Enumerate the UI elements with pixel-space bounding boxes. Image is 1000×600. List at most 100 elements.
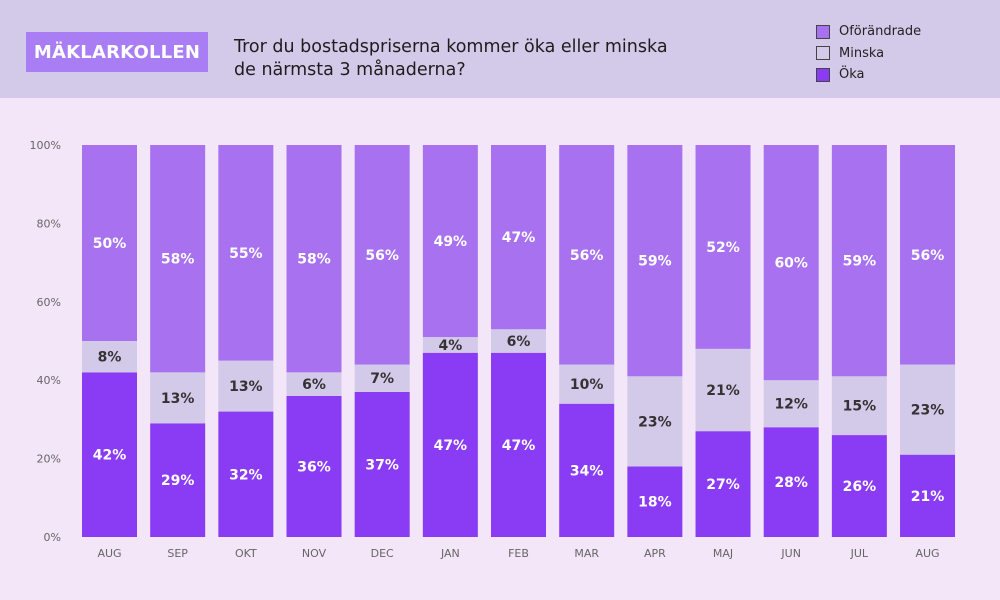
x-tick-label: FEB — [508, 547, 529, 560]
brand-logo: MÄKLARKOLLEN — [26, 32, 208, 72]
data-label-oka: 36% — [297, 459, 331, 475]
bar-segment-oka — [491, 352, 547, 537]
bar-segment-minska — [286, 372, 342, 396]
data-label-minska: 13% — [229, 379, 263, 395]
x-tick-label: MAR — [574, 547, 599, 560]
legend-label-oforandrade: Oförändrade — [839, 24, 922, 40]
data-label-oka: 34% — [570, 463, 604, 479]
bar-segment-oforandrade — [627, 145, 683, 377]
data-label-oforandrade: 60% — [774, 256, 808, 272]
x-tick-label: AUG — [915, 547, 939, 560]
data-label-oka: 47% — [502, 438, 536, 454]
data-label-oforandrade: 56% — [570, 248, 604, 264]
x-tick-label: JUN — [780, 547, 801, 560]
bar-segment-oforandrade — [150, 145, 206, 373]
legend-swatch-minska — [816, 46, 830, 61]
bar-segment-oforandrade — [354, 145, 410, 365]
chart-title-line-1: Tror du bostadspriserna kommer öka eller… — [234, 37, 668, 57]
bar-segment-oka — [354, 391, 410, 537]
bar-segment-oka — [286, 395, 342, 537]
bar-segment-minska — [559, 364, 615, 404]
bar-segment-oka — [627, 466, 683, 537]
data-label-minska: 6% — [507, 334, 531, 350]
bar-segment-oka — [900, 454, 956, 537]
chart-title-line-2: de närmsta 3 månaderna? — [234, 60, 466, 80]
bar-segment-oforandrade — [422, 145, 478, 338]
bar-segment-minska — [422, 337, 478, 353]
chart-title: Tror du bostadspriserna kommer öka eller… — [234, 36, 704, 82]
y-tick-label: 60% — [37, 296, 61, 309]
data-label-oforandrade: 55% — [229, 246, 263, 262]
data-label-oka: 18% — [638, 495, 672, 511]
data-label-oka: 21% — [911, 489, 945, 505]
data-label-oka: 28% — [774, 475, 808, 491]
bar-segment-oforandrade — [695, 145, 751, 349]
bar-segment-minska — [82, 341, 137, 373]
legend-label-oka: Öka — [839, 67, 865, 83]
x-tick-label: OKT — [235, 547, 257, 560]
bar-segment-oka — [422, 352, 478, 537]
data-label-oforandrade: 52% — [706, 240, 740, 256]
data-label-minska: 15% — [843, 399, 877, 415]
data-label-oforandrade: 50% — [93, 236, 127, 252]
bar-segment-minska — [695, 348, 751, 432]
x-tick-label: SEP — [167, 547, 188, 560]
bar-segment-oforandrade — [831, 145, 887, 377]
legend-item-oforandrade: Oförändrade — [816, 21, 921, 43]
data-label-oka: 27% — [706, 477, 740, 493]
y-tick-label: 80% — [37, 217, 61, 230]
data-label-oforandrade: 58% — [161, 252, 195, 268]
bar-segment-minska — [627, 376, 683, 467]
legend-item-oka: Öka — [816, 64, 921, 86]
bar-segment-oforandrade — [559, 145, 615, 365]
y-tick-label: 40% — [37, 374, 61, 387]
stacked-bar-chart: 0% 20% 40% 60% 80% 100% 42% 8% 50% AUG 29% 13% 58% SE… — [30, 139, 956, 560]
data-label-minska: 21% — [706, 383, 740, 399]
data-label-minska: 12% — [774, 397, 808, 413]
bar-segment-oka — [695, 431, 751, 537]
data-label-oka: 32% — [229, 467, 263, 483]
data-label-oforandrade: 47% — [502, 230, 536, 246]
bar-segment-minska — [150, 372, 206, 424]
data-label-oka: 37% — [365, 457, 399, 473]
x-tick-label: NOV — [302, 547, 327, 560]
data-label-oforandrade: 59% — [843, 254, 877, 270]
bar-segment-oka — [218, 411, 274, 537]
x-tick-label: JUL — [850, 547, 869, 560]
data-label-oka: 42% — [93, 448, 127, 464]
legend: Oförändrade Minska Öka — [816, 21, 921, 86]
legend-swatch-oka — [816, 67, 830, 82]
bar-segment-oforandrade — [763, 145, 819, 381]
x-tick-label: APR — [644, 547, 666, 560]
bar-segment-oka — [763, 427, 819, 537]
bar-segment-oka — [559, 403, 615, 537]
y-tick-label: 0% — [44, 531, 61, 544]
header: MÄKLARKOLLEN Tror du bostadspriserna kom… — [0, 0, 1000, 98]
bar-segment-oforandrade — [900, 145, 956, 365]
x-tick-label: AUG — [97, 547, 121, 560]
legend-label-minska: Minska — [839, 45, 885, 61]
bar-segment-oka — [82, 372, 137, 537]
data-label-oka: 29% — [161, 473, 195, 489]
bar-segment-oka — [150, 423, 206, 537]
bar-segment-minska — [218, 360, 274, 412]
data-label-minska: 23% — [638, 414, 672, 430]
bar-segment-minska — [763, 380, 819, 428]
data-label-minska: 6% — [302, 377, 326, 393]
bar-segment-oforandrade — [218, 145, 274, 361]
bar-segment-minska — [354, 364, 410, 392]
legend-item-minska: Minska — [816, 43, 921, 65]
x-tick-label: MAJ — [713, 547, 733, 560]
x-tick-label: DEC — [371, 547, 394, 560]
data-label-oforandrade: 49% — [434, 234, 468, 250]
data-label-minska: 13% — [161, 391, 195, 407]
y-tick-label: 100% — [30, 139, 61, 152]
data-label-minska: 8% — [98, 350, 122, 366]
data-label-oforandrade: 58% — [297, 252, 331, 268]
data-label-minska: 7% — [370, 371, 394, 387]
data-label-minska: 4% — [438, 338, 462, 354]
legend-swatch-oforandrade — [816, 24, 830, 39]
data-label-oforandrade: 56% — [911, 248, 945, 264]
data-label-minska: 10% — [570, 377, 604, 393]
bar-segment-minska — [831, 376, 887, 436]
